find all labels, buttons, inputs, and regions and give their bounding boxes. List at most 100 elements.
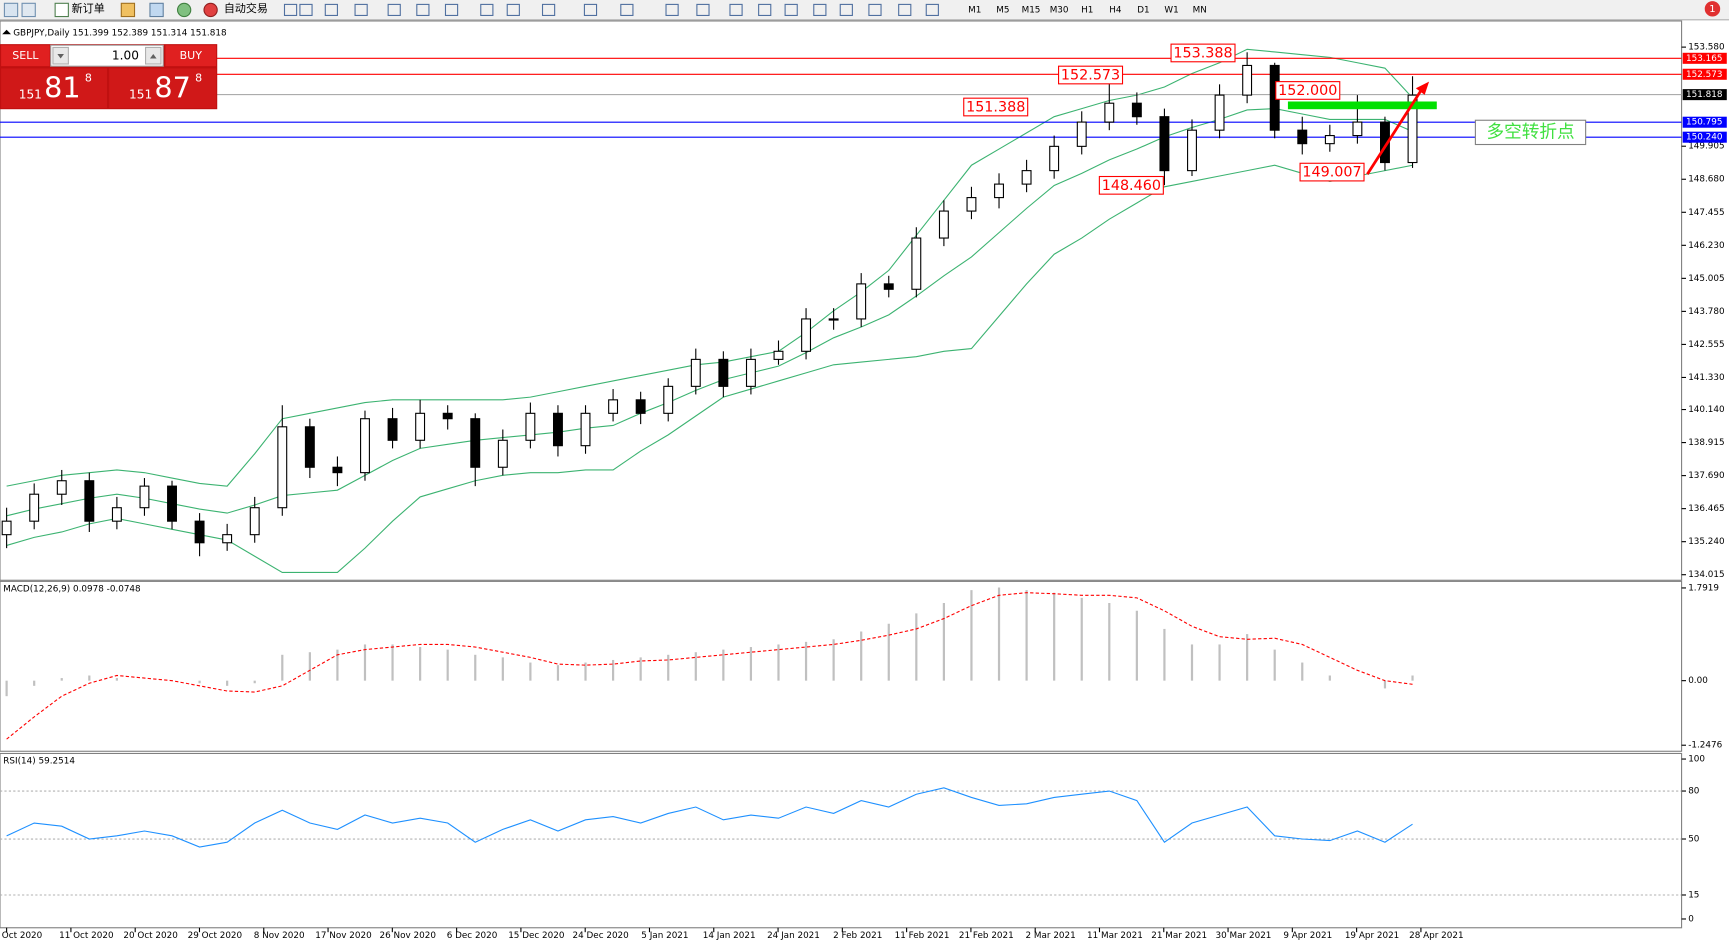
tool-icon[interactable]	[416, 3, 430, 16]
tool-icon[interactable]	[541, 3, 556, 16]
price-label: 151.818	[1686, 90, 1722, 100]
price-label: 152.573	[1686, 70, 1722, 80]
bollinger-band	[6, 164, 1413, 573]
timeframe[interactable]: M30	[1050, 5, 1069, 15]
tool-icon[interactable]	[925, 3, 939, 16]
icon[interactable]	[21, 2, 36, 18]
x-tick-label: 15 Dec 2020	[508, 931, 565, 941]
note-box	[1474, 119, 1587, 146]
y-tick-label: 100	[1688, 755, 1705, 765]
y-tick-label: 142.555	[1688, 340, 1724, 350]
tool-icon[interactable]	[354, 3, 368, 16]
tool-icon[interactable]	[868, 3, 882, 16]
x-tick-label: 24 Jan 2021	[767, 931, 820, 941]
tool-icon[interactable]	[583, 3, 598, 16]
buy-button[interactable]	[165, 45, 217, 67]
x-tick-label: 26 Nov 2020	[380, 931, 437, 941]
candle-body	[1159, 116, 1170, 172]
tool-icon[interactable]	[620, 3, 634, 16]
candle-body	[332, 466, 343, 474]
badge[interactable]	[1704, 1, 1721, 17]
symbol-marker	[2, 29, 12, 35]
timeframe[interactable]: W1	[1164, 5, 1178, 15]
candle-body	[580, 412, 591, 447]
y-tick-label: -1.2476	[1688, 741, 1722, 751]
tool-icon[interactable]	[784, 3, 798, 16]
lot-value[interactable]: 1.00	[112, 49, 139, 63]
x-tick-label: 29 Oct 2020	[188, 931, 243, 941]
candle-body	[635, 399, 646, 414]
tool-icon[interactable]	[283, 3, 298, 16]
price-label-box	[1682, 89, 1727, 101]
lot-input[interactable]	[50, 44, 164, 67]
auto-trading[interactable]: 自动交易	[224, 1, 268, 15]
icon[interactable]	[120, 2, 136, 18]
tool-icon[interactable]	[299, 3, 313, 16]
new-order-icon[interactable]	[54, 2, 69, 18]
x-tick-label: Oct 2020	[2, 931, 43, 941]
tool-icon[interactable]	[898, 3, 912, 16]
candle-body	[690, 358, 701, 387]
tool-icon[interactable]	[480, 3, 494, 16]
candle-body	[911, 237, 922, 290]
timeframe[interactable]: M1	[968, 5, 981, 15]
buy-price-box[interactable]	[109, 68, 217, 109]
sell-price-box[interactable]	[1, 68, 107, 109]
tool-icon[interactable]	[758, 3, 772, 16]
candle-body	[801, 318, 812, 352]
x-tick-label: 8 Nov 2020	[254, 931, 305, 941]
y-tick-label: 50	[1688, 835, 1700, 845]
tool-icon[interactable]	[813, 3, 827, 16]
sell-price-small: 8	[85, 71, 92, 84]
new-order[interactable]: 新订单	[72, 1, 105, 15]
x-tick-label: 14 Jan 2021	[703, 931, 756, 941]
buy-label[interactable]: BUY	[180, 49, 203, 62]
sell-price-big: 151	[19, 87, 42, 101]
tool-icon[interactable]	[444, 3, 459, 16]
y-tick-label: 80	[1688, 787, 1700, 797]
annotation-box	[1098, 175, 1164, 195]
y-tick-label: 0	[1688, 914, 1694, 924]
timeframe[interactable]: H1	[1081, 5, 1093, 15]
y-tick-label: 141.330	[1688, 373, 1725, 383]
candle-body	[1104, 102, 1115, 123]
candle-body	[415, 412, 426, 441]
rsi-line	[6, 787, 1413, 848]
candle-body	[1407, 94, 1418, 164]
badge-count[interactable]: 1	[1709, 4, 1715, 15]
tool-icon[interactable]	[324, 3, 338, 16]
x-tick-label: 11 Oct 2020	[59, 931, 114, 941]
sell-button[interactable]	[1, 45, 50, 67]
auto-trading-icon[interactable]	[203, 2, 218, 18]
timeframe[interactable]: D1	[1137, 5, 1149, 15]
y-tick-label: 135.240	[1688, 537, 1725, 547]
tool-icon[interactable]	[506, 3, 520, 16]
sell-price-main: 81	[44, 70, 80, 104]
icon[interactable]	[176, 2, 192, 18]
macd-title: MACD(12,26,9) 0.0978 -0.0748	[3, 585, 140, 595]
candle-body	[139, 485, 150, 509]
icon[interactable]	[149, 2, 164, 18]
candle-body	[552, 412, 563, 447]
icon[interactable]	[3, 2, 19, 18]
tool-icon[interactable]	[839, 3, 853, 16]
x-tick-label: 11 Feb 2021	[895, 931, 950, 941]
price-label: 153.165	[1686, 54, 1722, 64]
tool-icon[interactable]	[665, 3, 679, 16]
timeframe[interactable]: MN	[1193, 5, 1207, 15]
timeframe[interactable]: H4	[1109, 5, 1122, 15]
x-tick-label: 2 Mar 2021	[1026, 931, 1076, 941]
tool-icon[interactable]	[387, 3, 401, 16]
sell-label[interactable]: SELL	[12, 49, 39, 62]
tool-icon[interactable]	[729, 3, 743, 16]
timeframe[interactable]: M5	[996, 5, 1009, 15]
candle-body	[304, 426, 315, 468]
buy-price-main: 87	[154, 70, 190, 104]
tool-icon[interactable]	[696, 3, 710, 16]
candle-body	[1131, 102, 1142, 118]
y-tick-label: 134.015	[1688, 570, 1724, 580]
tool-icons: M1 M5 M15 M30 H1 H4 D1 W1 MN	[283, 3, 1207, 16]
bollinger-band	[6, 48, 1413, 487]
timeframe[interactable]: M15	[1022, 5, 1041, 15]
annotation: 149.007	[1302, 165, 1361, 181]
